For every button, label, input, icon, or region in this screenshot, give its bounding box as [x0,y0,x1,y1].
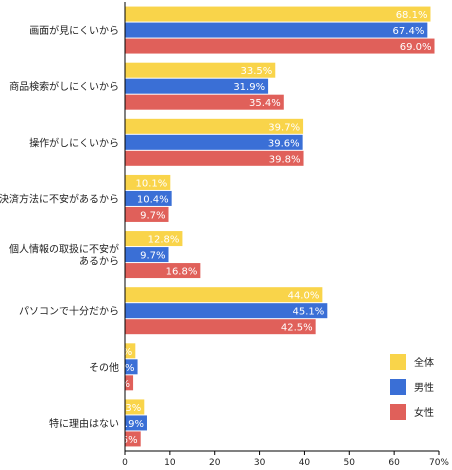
x-tick-label: 60 [388,458,400,466]
data-label: 33.5% [240,66,272,77]
data-label: 39.8% [269,154,301,165]
x-tick-label: 40 [299,458,311,466]
bar-female-0 [125,38,435,54]
legend-label: 全体 [414,356,434,369]
category-label: 画面が見にくいから [29,24,119,37]
bar-total-5 [125,287,323,303]
bar-total-2 [125,118,304,134]
data-label: 35.4% [249,98,281,109]
bar-female-3 [125,206,169,222]
bar-female-2 [125,150,304,166]
bar-female-7 [125,431,141,447]
x-tick-label: 50 [344,458,356,466]
data-label: 68.1% [396,10,428,21]
data-label: 4.9% [119,419,144,430]
bar-male-6 [125,359,138,375]
legend-swatch [390,379,406,395]
data-label: 10.1% [136,178,168,189]
data-label: 45.1% [293,307,325,318]
bar-male-3 [125,190,172,206]
legend-label: 女性 [414,406,434,419]
category-label: 商品検索がしにくいから [9,80,119,93]
data-label: 44.0% [288,291,320,302]
legend-swatch [390,354,406,370]
data-label: 10.4% [137,194,169,205]
bar-male-0 [125,22,428,38]
bar-total-4 [125,231,183,247]
legend-swatch [390,404,406,420]
category-label: 個人情報の取扱に不安が [9,243,119,256]
data-label: 39.7% [268,122,300,133]
bar-female-5 [125,319,316,335]
data-label: 4.3% [116,403,141,414]
bar-total-0 [125,6,431,22]
bar-male-2 [125,134,303,150]
bar-male-5 [125,303,328,319]
x-tick-label: 30 [254,458,266,466]
data-label: 9.7% [140,251,165,262]
x-tick-label: 0 [122,458,128,466]
data-label: 2.3% [107,347,132,358]
bar-total-6 [125,343,136,359]
legend-label: 男性 [414,381,434,394]
bar-total-7 [125,399,145,415]
data-label: 16.8% [166,267,198,278]
bar-total-3 [125,174,171,190]
data-label: 42.5% [281,323,313,334]
category-label: 特に理由はない [49,417,119,430]
category-label: 決済方法に不安があるから [0,192,119,205]
category-label: パソコンで十分だから [19,305,119,318]
data-label: 2.8% [109,363,134,374]
category-label: あるから [79,256,119,268]
category-label: その他 [89,361,119,374]
data-label: 1.8% [105,379,130,390]
category-label: 操作がしにくいから [29,136,119,149]
bar-male-4 [125,247,169,263]
bar-male-1 [125,78,269,94]
x-tick-label: 10 [164,458,176,466]
bar-female-1 [125,94,284,110]
x-tick-label: 70% [429,458,449,466]
data-label: 69.0% [400,42,432,53]
x-tick-label: 20 [209,458,221,466]
bar-female-4 [125,263,201,279]
data-label: 12.8% [148,235,180,246]
data-label: 67.4% [393,26,425,37]
bar-female-6 [125,375,134,391]
bar-male-7 [125,415,147,431]
data-label: 39.6% [268,138,300,149]
data-label: 31.9% [233,82,265,93]
bar-total-1 [125,62,276,78]
data-label: 9.7% [140,210,165,221]
